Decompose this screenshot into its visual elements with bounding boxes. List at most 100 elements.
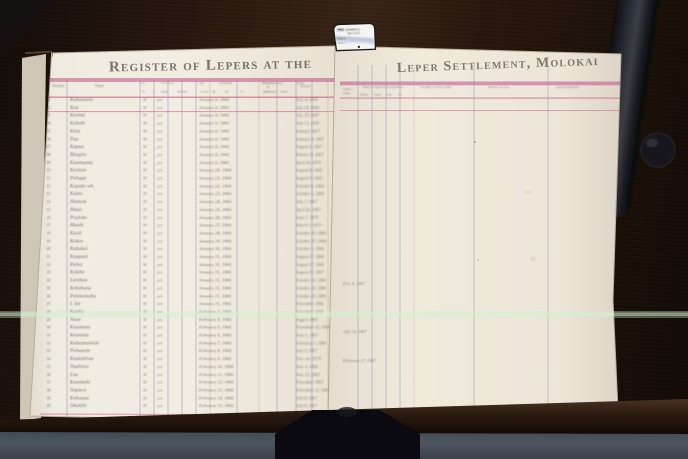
svg-text:40: 40 xyxy=(47,403,51,408)
svg-text:15: 15 xyxy=(47,207,51,212)
svg-text:Volume 3: Volume 3 xyxy=(337,42,347,44)
svg-text:yes: yes xyxy=(156,293,163,298)
svg-text:Married: Married xyxy=(177,91,188,94)
svg-text:19: 19 xyxy=(47,238,51,243)
svg-text:yes: yes xyxy=(156,395,163,400)
svg-text:yes: yes xyxy=(156,301,163,306)
svg-text:yes: yes xyxy=(156,113,163,118)
svg-text:Civil State: Civil State xyxy=(160,81,174,85)
svg-text:23: 23 xyxy=(47,270,51,275)
svg-text:Admitted: Admitted xyxy=(218,81,232,85)
svg-text:35: 35 xyxy=(47,364,51,369)
svg-text:M: M xyxy=(142,372,147,377)
svg-text:12: 12 xyxy=(47,183,51,188)
svg-text:yes: yes xyxy=(156,356,163,361)
svg-text:yes: yes xyxy=(156,387,163,392)
svg-text:M: M xyxy=(142,403,147,408)
svg-text:26: 26 xyxy=(47,293,51,298)
svg-text:M: M xyxy=(142,285,147,290)
svg-text:Palekomaha: Palekomaha xyxy=(69,293,96,299)
svg-text:05: 05 xyxy=(47,128,51,133)
svg-text:M: M xyxy=(142,113,147,118)
svg-text:M: M xyxy=(142,207,147,212)
svg-text:Number: Number xyxy=(52,84,65,88)
svg-text:M: M xyxy=(142,395,147,400)
svg-text:Sex: Sex xyxy=(140,81,145,85)
svg-text:yes: yes xyxy=(156,403,163,408)
svg-text:yes: yes xyxy=(156,325,163,330)
svg-text:November 1866: November 1866 xyxy=(295,301,324,306)
svg-text:32: 32 xyxy=(47,340,51,345)
svg-text:03: 03 xyxy=(47,113,51,118)
svg-text:No.: No. xyxy=(266,85,271,89)
svg-text:M: M xyxy=(142,223,147,228)
svg-text:M: M xyxy=(142,121,147,126)
svg-text:11: 11 xyxy=(47,176,51,181)
svg-text:General Remarks: General Remarks xyxy=(556,85,580,89)
svg-text:Kaoli: Kaoli xyxy=(69,230,82,236)
svg-text:F: F xyxy=(153,90,155,94)
svg-text:10: 10 xyxy=(47,168,51,173)
svg-text:38: 38 xyxy=(47,387,51,392)
svg-text:36: 36 xyxy=(47,372,51,377)
svg-text:yes: yes xyxy=(156,152,163,157)
svg-text:17: 17 xyxy=(47,223,51,228)
svg-text:Kaupuni: Kaupuni xyxy=(69,254,88,260)
svg-text:Series 1: Series 1 xyxy=(337,37,347,40)
svg-text:Mo.: Mo. xyxy=(212,91,217,94)
svg-text:M: M xyxy=(142,176,147,181)
svg-text:Kahakai: Kahakai xyxy=(69,246,88,252)
svg-text:yes: yes xyxy=(156,144,163,149)
svg-text:Locality or First Collar: Locality or First Collar xyxy=(420,85,452,89)
svg-text:37: 37 xyxy=(47,380,51,385)
svg-text:Begun: Begun xyxy=(263,91,271,94)
svg-text:M: M xyxy=(142,97,147,102)
svg-text:08: 08 xyxy=(47,152,51,157)
svg-text:January 1867: January 1867 xyxy=(296,128,321,133)
svg-text:yes: yes xyxy=(156,348,163,353)
svg-text:Pahupu: Pahupu xyxy=(69,176,87,182)
svg-text:yes: yes xyxy=(156,97,163,102)
svg-text:07: 07 xyxy=(47,144,51,149)
svg-text:M: M xyxy=(142,348,147,353)
svg-text:M: M xyxy=(142,380,147,385)
svg-text:M: M xyxy=(142,160,147,165)
svg-text:Kapuke wh.: Kapuke wh. xyxy=(69,183,95,189)
svg-text:Yr.: Yr. xyxy=(240,91,244,94)
svg-text:Etc.: Etc. xyxy=(398,94,403,97)
svg-text:M: M xyxy=(142,387,147,392)
svg-text:yes: yes xyxy=(156,136,163,141)
svg-text:09: 09 xyxy=(47,160,51,165)
svg-text:M: M xyxy=(142,105,147,110)
svg-text:Kiau: Kiau xyxy=(69,128,80,134)
svg-text:yes: yes xyxy=(156,246,163,251)
svg-text:Nuuhiwa: Nuuhiwa xyxy=(69,364,89,370)
svg-text:Kokihe: Kokihe xyxy=(69,270,85,276)
svg-text:at Adm: at Adm xyxy=(200,91,209,94)
svg-text:yes: yes xyxy=(156,238,163,243)
svg-text:yes: yes xyxy=(156,278,163,283)
svg-text:M: M xyxy=(142,90,145,94)
svg-text:Kekahuna: Kekahuna xyxy=(69,285,91,291)
svg-text:M: M xyxy=(142,333,147,338)
svg-text:yes: yes xyxy=(156,128,163,133)
svg-text:yes: yes xyxy=(156,121,163,126)
svg-text:M: M xyxy=(142,364,147,369)
svg-text:Keonui: Keonui xyxy=(69,113,86,119)
svg-text:yes: yes xyxy=(156,105,163,110)
svg-text:M: M xyxy=(142,356,147,361)
svg-text:13: 13 xyxy=(47,191,51,196)
svg-text:yes: yes xyxy=(156,223,163,228)
svg-text:Kaumana: Kaumana xyxy=(69,325,91,331)
svg-text:20: 20 xyxy=(47,246,51,251)
svg-text:Napuca: Napuca xyxy=(69,387,87,393)
svg-text:Name of Nearest Living Relativ: Name of Nearest Living Relatives xyxy=(362,85,404,89)
svg-text:M: M xyxy=(142,183,147,188)
svg-text:16: 16 xyxy=(47,215,51,220)
svg-text:yes: yes xyxy=(156,285,163,290)
svg-text:M: M xyxy=(142,199,147,204)
svg-text:M: M xyxy=(142,191,147,196)
svg-text:27: 27 xyxy=(47,301,51,306)
svg-text:M: M xyxy=(142,215,147,220)
svg-text:Pau: Pau xyxy=(69,136,79,142)
